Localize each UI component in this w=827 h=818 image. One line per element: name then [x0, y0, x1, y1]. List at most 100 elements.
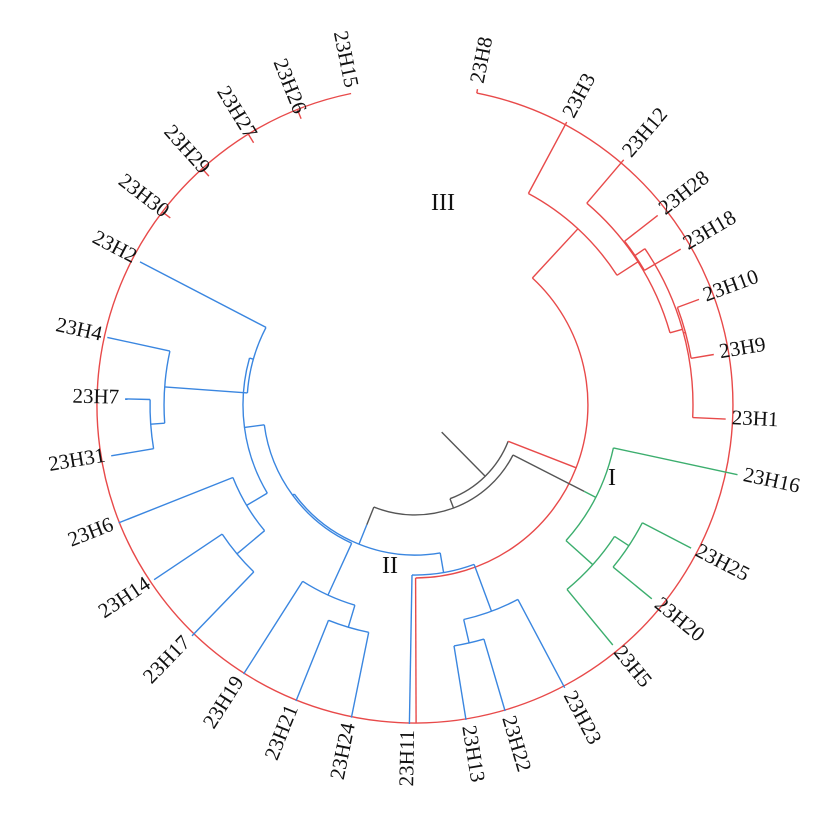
branch-radial-12 [476, 88, 479, 94]
branch-arc-51 [463, 598, 519, 621]
branch-arc-61 [302, 580, 356, 606]
branch-radial-28 [690, 353, 714, 359]
branch-arc-35 [565, 447, 615, 542]
branch-arc-2 [449, 441, 509, 500]
leaf-label-23h30: 23H30 [114, 168, 174, 222]
branch-radial-82 [111, 448, 154, 457]
leaf-label-23h27: 23H27 [212, 81, 262, 142]
branch-arc-17 [586, 202, 671, 333]
leaf-label-23h9: 23H9 [717, 332, 767, 363]
branch-radial-41 [641, 522, 692, 549]
cluster-label-i: I [608, 465, 616, 491]
branch-radial-21 [634, 248, 646, 257]
branch-radial-16 [616, 261, 639, 276]
leaf-label-23h29: 23H29 [159, 120, 215, 179]
branch-radial-24 [644, 248, 682, 272]
branch-arc-70 [232, 477, 266, 532]
branch-radial-55 [483, 638, 506, 712]
leaf-label-23h10: 23H10 [700, 264, 762, 306]
leaf-label-23h3: 23H3 [557, 69, 600, 121]
leaf-label-23h22: 23H22 [497, 713, 536, 775]
branch-radial-50 [473, 564, 493, 612]
branch-radial-1 [441, 431, 486, 477]
branch-arc-6 [96, 92, 734, 724]
leaf-label-23h19: 23H19 [198, 671, 249, 732]
branch-radial-52 [517, 599, 566, 689]
branch-radial-46 [358, 524, 368, 545]
branch-radial-13 [531, 228, 579, 279]
branch-arc-59 [263, 424, 352, 544]
leaf-label-23h16: 23H16 [741, 462, 802, 498]
branch-radial-29 [692, 416, 726, 420]
branch-radial-19 [669, 328, 683, 334]
leaf-label-23h26: 23H26 [269, 55, 312, 117]
branch-radial-53 [463, 619, 470, 644]
branch-arc-79 [163, 350, 171, 424]
leaf-label-23h23: 23H23 [559, 686, 607, 748]
dendrogram-branches [96, 88, 738, 725]
branch-radial-36 [613, 447, 738, 476]
branch-radial-18 [586, 159, 625, 204]
branch-radial-67 [244, 424, 265, 429]
branch-radial-83 [125, 398, 151, 401]
leaf-label-23h15: 23H15 [329, 29, 364, 90]
branch-radial-74 [153, 533, 223, 581]
branch-radial-10 [296, 109, 302, 120]
branch-radial-32 [512, 454, 585, 493]
leaf-label-23h24: 23H24 [325, 720, 360, 781]
branch-radial-62 [347, 604, 356, 628]
branch-radial-69 [246, 492, 268, 507]
branch-arc-77 [246, 327, 267, 393]
leaf-label-23h11: 23H11 [394, 730, 419, 787]
leaf-label-23h18: 23H18 [679, 205, 740, 255]
branch-radial-78 [164, 386, 248, 394]
branch-arc-81 [149, 399, 155, 449]
branch-radial-60 [327, 542, 353, 596]
branch-radial-57 [408, 574, 413, 725]
branch-radial-85 [139, 261, 267, 329]
branch-arc-47 [293, 493, 441, 556]
branch-radial-64 [350, 632, 370, 718]
branch-radial-5 [414, 577, 417, 724]
branch-radial-34 [583, 490, 597, 499]
branch-arc-49 [411, 563, 475, 576]
branch-radial-42 [612, 566, 653, 600]
branch-arc-22 [624, 240, 646, 271]
branch-radial-84 [107, 336, 171, 352]
branch-radial-44 [366, 506, 375, 525]
leaf-label-23h17: 23H17 [138, 630, 195, 688]
branch-radial-43 [566, 588, 614, 646]
branch-radial-56 [453, 645, 467, 721]
branch-radial-80 [150, 422, 165, 425]
branch-radial-30 [449, 498, 455, 509]
branch-radial-3 [507, 440, 577, 469]
leaf-label-23h20: 23H20 [650, 592, 709, 647]
branch-arc-68 [242, 357, 268, 494]
branch-radial-23 [624, 214, 659, 242]
branch-radial-7 [161, 211, 171, 219]
leaf-label-23h12: 23H12 [617, 102, 672, 161]
leaf-label-23h31: 23H31 [47, 443, 107, 476]
branch-arc-31 [373, 454, 514, 516]
leaf-label-23h1: 23H1 [731, 405, 779, 431]
branch-radial-39 [614, 535, 630, 547]
branch-radial-15 [527, 121, 568, 194]
leaf-label-23h13: 23H13 [457, 724, 490, 784]
leaf-label-23h2: 23H2 [89, 225, 141, 268]
leaf-label-23h25: 23H25 [692, 538, 754, 586]
branch-radial-48 [439, 552, 445, 573]
branch-radial-8 [201, 168, 210, 177]
branch-arc-4 [415, 277, 589, 579]
cluster-label-ii: II [382, 553, 398, 579]
leaf-label-23h21: 23H21 [259, 701, 303, 763]
leaf-label-23h6: 23H6 [64, 512, 116, 552]
branch-radial-66 [243, 580, 304, 675]
leaf-label-23h4: 23H4 [54, 312, 105, 346]
branch-radial-27 [677, 298, 700, 309]
leaf-label-23h28: 23H28 [654, 165, 714, 219]
leaf-label-23h8: 23H8 [465, 35, 498, 85]
branch-radial-71 [236, 530, 266, 555]
